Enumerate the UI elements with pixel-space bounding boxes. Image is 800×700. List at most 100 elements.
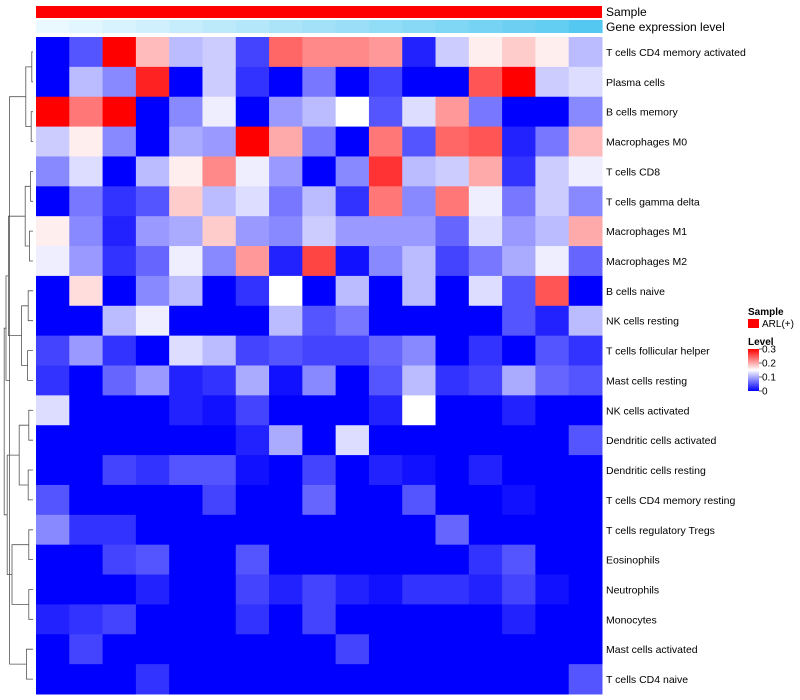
heatmap-cell bbox=[202, 96, 237, 128]
row-label: T cells CD4 memory activated bbox=[606, 47, 746, 59]
heatmap-cell bbox=[235, 66, 270, 98]
heatmap-cell bbox=[269, 216, 303, 247]
heatmap-cell bbox=[202, 484, 237, 516]
heatmap-cell bbox=[169, 246, 203, 277]
row-label: Neutrophils bbox=[606, 585, 659, 597]
heatmap-cell bbox=[402, 455, 437, 486]
heatmap-cell bbox=[169, 634, 203, 665]
heatmap-cell bbox=[69, 66, 104, 98]
heatmap-cell bbox=[335, 66, 370, 98]
heatmap-cell bbox=[36, 335, 70, 366]
heatmap-cell bbox=[202, 126, 237, 157]
heatmap-cell bbox=[468, 484, 503, 516]
heatmap-cell bbox=[102, 186, 137, 217]
heatmap-cell bbox=[135, 246, 170, 277]
row-label: T cells CD4 naive bbox=[606, 674, 688, 686]
heatmap-cell bbox=[335, 305, 370, 337]
heatmap-cell bbox=[535, 604, 570, 635]
heatmap-cell bbox=[502, 484, 536, 516]
heatmap-cell bbox=[202, 664, 237, 695]
heatmap-cell bbox=[435, 156, 470, 187]
heatmap-cell bbox=[302, 484, 337, 516]
heatmap-cell bbox=[269, 275, 303, 307]
heatmap-cell bbox=[468, 305, 503, 337]
heatmap-cell bbox=[335, 246, 370, 277]
heatmap-cell bbox=[468, 66, 503, 98]
heatmap-cell bbox=[36, 395, 70, 426]
heatmap-cell bbox=[135, 544, 170, 576]
heatmap-cell bbox=[69, 395, 104, 426]
dendrogram-branch bbox=[27, 290, 33, 322]
heatmap-cell bbox=[335, 216, 370, 247]
heatmap-cell bbox=[402, 305, 437, 337]
row-label: T cells CD8 bbox=[606, 166, 660, 178]
heatmap-cell bbox=[36, 275, 70, 307]
dendrogram-branch bbox=[29, 230, 33, 262]
heatmap-cell bbox=[235, 246, 270, 277]
heatmap-cell bbox=[235, 514, 270, 546]
heatmap-cell bbox=[235, 126, 270, 157]
heatmap-cell bbox=[535, 484, 570, 516]
dendrogram-branch bbox=[18, 424, 29, 486]
heatmap-cell bbox=[69, 126, 104, 157]
heatmap-cell bbox=[502, 186, 536, 217]
heatmap-cell bbox=[269, 604, 303, 635]
heatmap-cell bbox=[169, 574, 203, 605]
heatmap-cell bbox=[502, 335, 536, 366]
heatmap-cell bbox=[535, 544, 570, 576]
heatmap-cell bbox=[535, 365, 570, 396]
heatmap-cell bbox=[335, 544, 370, 576]
heatmap-cell bbox=[568, 37, 603, 68]
heatmap-cell bbox=[169, 514, 203, 546]
heatmap-cell bbox=[69, 634, 104, 665]
heatmap-cell bbox=[335, 335, 370, 366]
heatmap-cell bbox=[269, 395, 303, 426]
legend-tick-label: 0.3 bbox=[762, 345, 776, 356]
heatmap-cell bbox=[202, 574, 237, 605]
heatmap-cell bbox=[135, 425, 170, 456]
heatmap-cell bbox=[568, 664, 603, 695]
heatmap-cell bbox=[302, 664, 337, 695]
heatmap-cell bbox=[202, 335, 237, 366]
heatmap-cell bbox=[269, 664, 303, 695]
heatmap-cell bbox=[302, 604, 337, 635]
annotation-expression-cell bbox=[535, 20, 570, 33]
heatmap-cell bbox=[435, 425, 470, 456]
heatmap-cell bbox=[502, 156, 536, 187]
heatmap-cell bbox=[502, 514, 536, 546]
heatmap-cell bbox=[435, 365, 470, 396]
heatmap-cell bbox=[535, 305, 570, 337]
heatmap-cell bbox=[435, 455, 470, 486]
heatmap-cell bbox=[69, 484, 104, 516]
heatmap-cell bbox=[335, 574, 370, 605]
heatmap-cell bbox=[402, 246, 437, 277]
heatmap-cell bbox=[435, 574, 470, 605]
heatmap-cell bbox=[335, 664, 370, 695]
heatmap-cell bbox=[169, 455, 203, 486]
heatmap-cell bbox=[468, 664, 503, 695]
heatmap-cell bbox=[135, 156, 170, 187]
heatmap-cell bbox=[36, 425, 70, 456]
heatmap-cell bbox=[368, 37, 403, 68]
row-label: T cells follicular helper bbox=[606, 346, 710, 358]
heatmap-cell bbox=[69, 246, 104, 277]
heatmap-cell bbox=[235, 664, 270, 695]
row-label: Monocytes bbox=[606, 614, 657, 626]
heatmap-cell bbox=[169, 604, 203, 635]
heatmap-cell bbox=[368, 604, 403, 635]
heatmap-cell bbox=[202, 156, 237, 187]
heatmap-cell bbox=[135, 604, 170, 635]
heatmap-cell bbox=[235, 634, 270, 665]
heatmap-cell bbox=[368, 365, 403, 396]
heatmap-cell bbox=[202, 305, 237, 337]
heatmap-cell bbox=[468, 96, 503, 128]
heatmap-cell bbox=[102, 484, 137, 516]
heatmap-cell bbox=[36, 126, 70, 157]
heatmap-cell bbox=[502, 96, 536, 128]
heatmap-cell bbox=[535, 574, 570, 605]
heatmap-cell bbox=[402, 186, 437, 217]
legend-tick-label: 0.1 bbox=[762, 373, 776, 384]
heatmap-cell bbox=[202, 186, 237, 217]
heatmap-cell bbox=[269, 156, 303, 187]
heatmap-cell bbox=[235, 156, 270, 187]
